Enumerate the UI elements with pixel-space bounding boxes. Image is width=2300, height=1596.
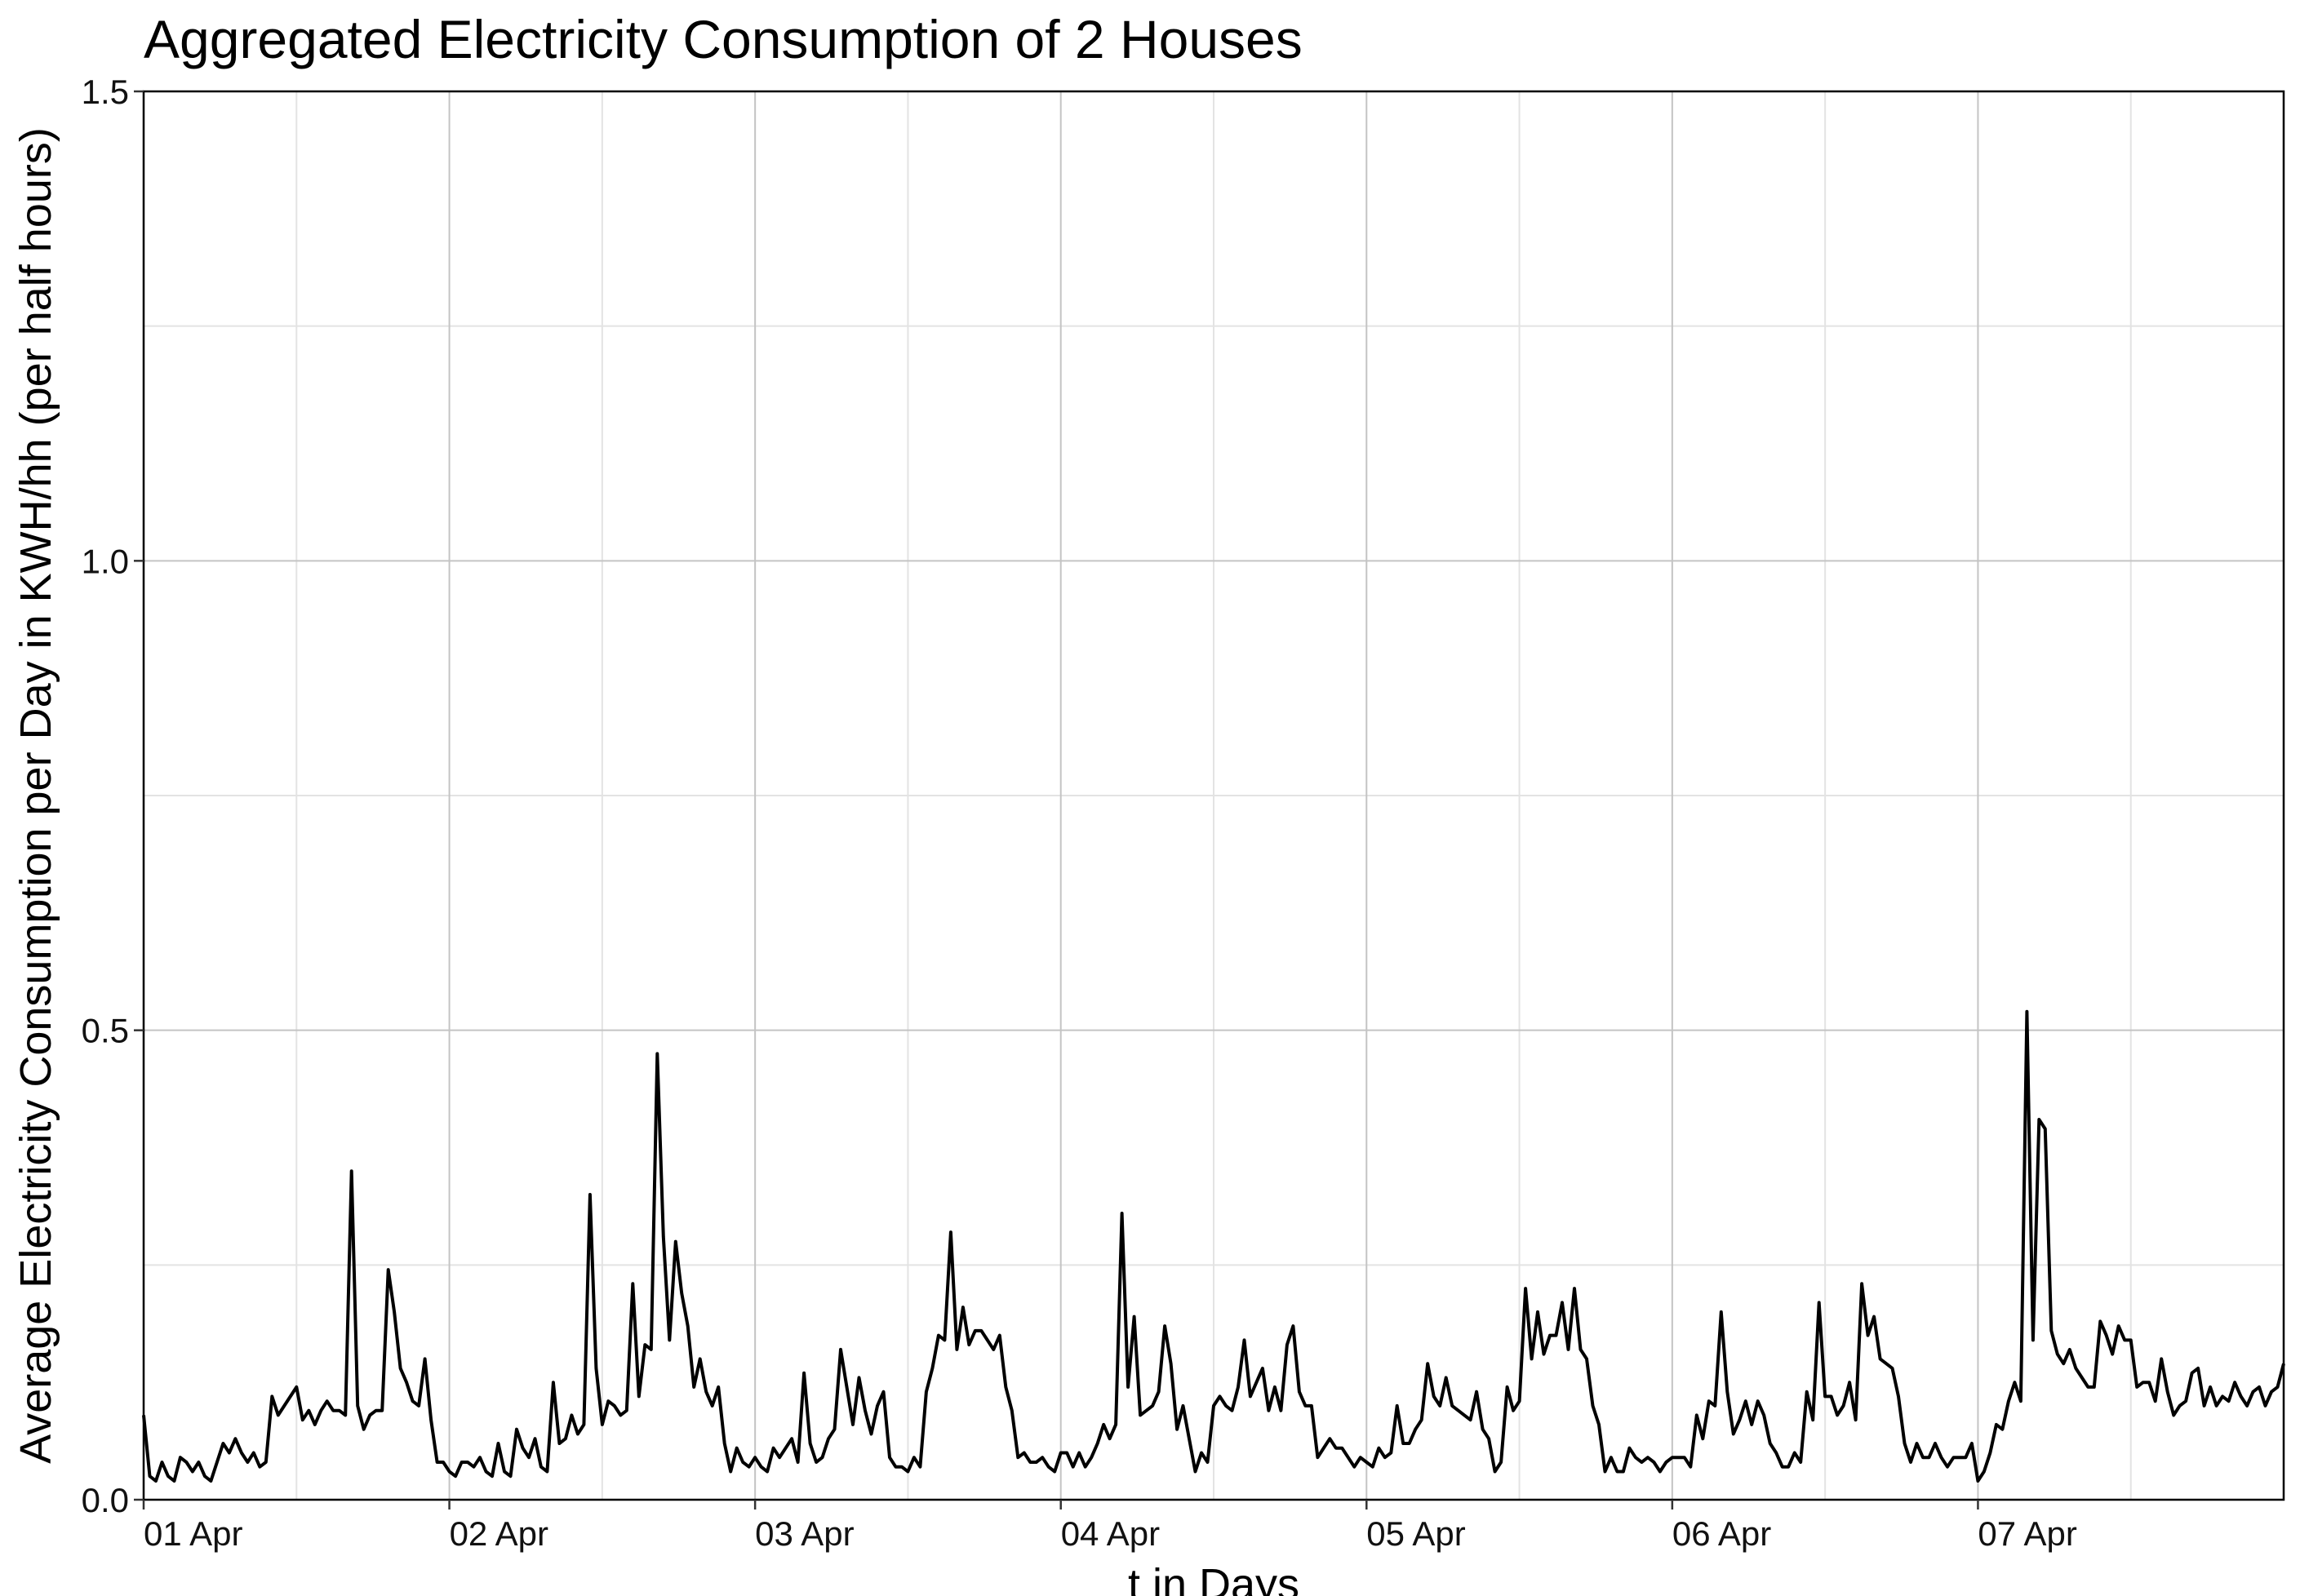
x-tick-label: 01 Apr [144,1514,242,1553]
chart-title: Aggregated Electricity Consumption of 2 … [144,9,1303,69]
series-line [142,1009,2285,1483]
x-tick-label: 05 Apr [1366,1514,1465,1553]
x-tick-label: 04 Apr [1061,1514,1160,1553]
x-tick-label: 07 Apr [1978,1514,2076,1553]
x-axis: 01 Apr 02 Apr 03 Apr 04 Apr 05 Apr 06 Apr 07 A… [142,1500,2077,1553]
y-tick-label: 1.0 [82,542,129,580]
minor-gridlines [144,91,2284,1500]
y-axis-label: Average Electricity Consumption per Day … [11,127,60,1464]
y-tick-label: 1.5 [82,73,129,111]
plot-frame [142,90,2285,1501]
y-tick-label: 0.5 [82,1012,129,1050]
y-tick-label: 0.0 [82,1481,129,1519]
x-tick-label: 06 Apr [1672,1514,1771,1553]
y-axis: 0.0 0.5 1.0 1.5 [82,73,144,1519]
x-axis-label: t in Days [1128,1560,1299,1596]
x-tick-label: 02 Apr [450,1514,548,1553]
x-tick-label: 03 Apr [755,1514,854,1553]
